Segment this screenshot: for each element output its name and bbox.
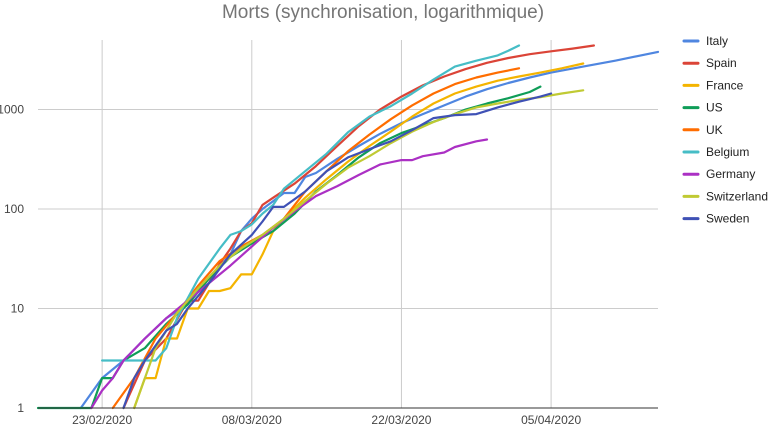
legend-label-germany: Germany — [706, 167, 755, 181]
chart-title: Morts (synchronisation, logarithmique) — [222, 2, 544, 23]
legend-label-switzerland: Switzerland — [706, 189, 768, 203]
series-line-italy — [79, 50, 660, 410]
x-tick-label-22-03-2020: 22/03/2020 — [371, 413, 431, 426]
series-line-belgium — [101, 44, 521, 362]
legend-label-italy: Italy — [706, 34, 728, 48]
series-line-germany — [90, 138, 489, 410]
legend-label-belgium: Belgium — [706, 145, 749, 159]
tick-labels: 1 10 100 1000 23/02/2020 08/03/2020 22/03/2020… — [0, 103, 581, 426]
legend-label-us: US — [706, 101, 723, 115]
y-tick-label-1000: 1000 — [0, 103, 24, 117]
series-line-switzerland — [133, 89, 585, 410]
y-tick-label-100: 100 — [4, 202, 24, 216]
series-line-spain — [122, 44, 595, 410]
x-tick-label-23-02-2020: 23/02/2020 — [72, 413, 132, 426]
legend-label-sweden: Sweden — [706, 212, 749, 226]
series-line-sweden — [122, 92, 553, 410]
legend-label-spain: Spain — [706, 56, 737, 70]
series-line-uk — [111, 67, 521, 410]
series-lines — [36, 44, 660, 410]
legend-label-france: France — [706, 78, 744, 92]
legend-label-uk: UK — [706, 123, 723, 137]
legend: Italy Spain France US UK Belgium Germany Switze… — [682, 34, 768, 226]
y-tick-label-10: 10 — [11, 302, 25, 316]
x-tick-label-08-03-2020: 08/03/2020 — [222, 413, 282, 426]
y-tick-label-1: 1 — [17, 401, 24, 415]
x-tick-label-05-04-2020: 05/04/2020 — [521, 413, 581, 426]
series-line-france — [133, 62, 585, 410]
